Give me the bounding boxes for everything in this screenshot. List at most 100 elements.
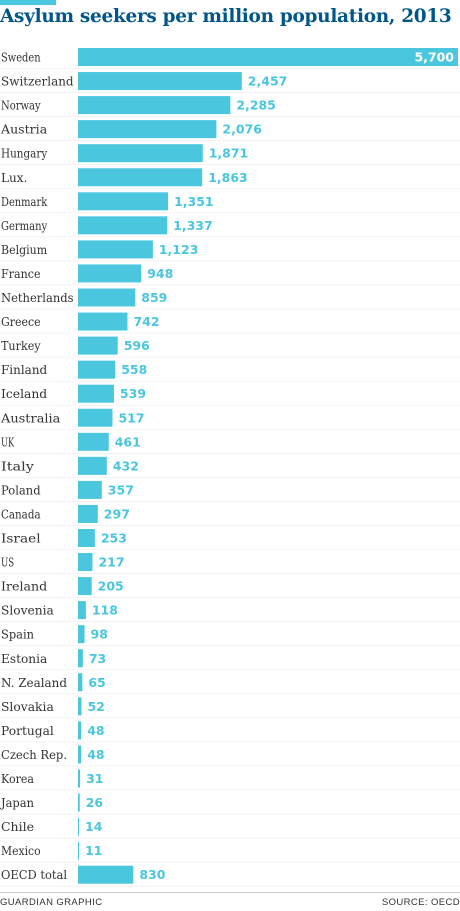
category-label: Hungary: [1, 146, 48, 161]
bar: [78, 360, 116, 379]
bar: [78, 625, 85, 644]
value-label: 1,123: [159, 242, 199, 257]
category-label: Australia: [0, 410, 61, 425]
category-label: OECD total: [1, 867, 67, 882]
value-label: 1,871: [209, 146, 249, 161]
bar: [78, 96, 231, 115]
category-label: Estonia: [1, 651, 48, 666]
chart-title: Asylum seekers per million population, 2…: [0, 6, 452, 27]
category-label: Israel: [1, 531, 41, 546]
category-label: Ireland: [1, 579, 47, 594]
footer-credit: GUARDIAN GRAPHIC: [0, 897, 103, 908]
category-label: Iceland: [1, 386, 47, 401]
bar: [78, 577, 92, 596]
category-label: Turkey: [1, 338, 41, 353]
bar: [78, 432, 109, 451]
value-label: 31: [86, 771, 103, 786]
bar: [78, 649, 83, 668]
category-label: Japan: [0, 795, 34, 810]
value-label: 253: [101, 531, 127, 546]
value-label: 558: [121, 362, 147, 377]
footer-divider: [0, 892, 460, 893]
value-label: 517: [118, 410, 144, 425]
category-label: N. Zealand: [1, 675, 67, 690]
category-label: Switzerland: [1, 74, 74, 89]
value-label: 742: [133, 314, 159, 329]
category-label: Belgium: [1, 242, 47, 257]
value-label: 1,351: [174, 194, 214, 209]
bar: [78, 697, 82, 716]
value-label: 1,337: [173, 218, 213, 233]
value-label: 65: [88, 675, 105, 690]
bar: [78, 48, 458, 66]
category-label: Germany: [1, 218, 48, 233]
category-label: Poland: [1, 482, 41, 497]
bar: [78, 673, 83, 692]
value-label: 5,700: [414, 50, 454, 65]
category-label: Finland: [1, 362, 47, 377]
category-label: Czech Rep.: [1, 747, 67, 762]
bar: [78, 769, 81, 788]
bar: [78, 793, 80, 812]
bar: [78, 336, 118, 355]
footer-source: SOURCE: OECD: [381, 897, 460, 908]
value-label: 2,457: [248, 74, 288, 89]
value-label: 26: [86, 795, 104, 810]
value-label: 357: [108, 482, 134, 497]
category-label: Norway: [1, 98, 41, 113]
category-label: Sweden: [1, 50, 41, 65]
value-label: 2,285: [236, 98, 276, 113]
category-label: Denmark: [1, 194, 48, 209]
value-label: 596: [124, 338, 150, 353]
category-label: Netherlands: [1, 290, 74, 305]
bar: [78, 144, 203, 163]
category-label: Mexico: [1, 843, 41, 858]
bar: [78, 312, 128, 331]
bar: [78, 72, 242, 91]
bar: [78, 865, 134, 884]
value-label: 118: [92, 603, 118, 618]
bar: [78, 384, 114, 403]
category-label: Chile: [1, 819, 34, 834]
value-label: 432: [113, 458, 139, 473]
category-label: Austria: [0, 122, 48, 137]
bar: [78, 721, 82, 740]
bar: [78, 168, 203, 187]
bar: [78, 601, 86, 620]
bar: [78, 504, 98, 523]
value-label: 461: [115, 434, 141, 449]
value-label: 539: [120, 386, 146, 401]
bar: [78, 456, 107, 475]
category-label: US: [1, 555, 14, 570]
bar: [78, 408, 113, 427]
value-label: 297: [104, 506, 130, 521]
category-label: Slovenia: [1, 603, 54, 618]
category-label: Korea: [1, 771, 34, 786]
value-label: 52: [87, 699, 104, 714]
category-label: France: [1, 266, 41, 281]
bar: [78, 841, 79, 860]
bar-chart: Sweden 5,700 Switzerland 2,457 Norway 2,285 Au…: [0, 48, 460, 887]
category-label: Greece: [1, 314, 41, 329]
category-label: Slovakia: [1, 699, 54, 714]
bar: [78, 529, 95, 547]
value-label: 11: [85, 843, 102, 858]
value-label: 830: [139, 867, 165, 882]
category-label: Canada: [1, 506, 41, 521]
value-label: 48: [87, 723, 104, 738]
value-label: 48: [87, 747, 104, 762]
value-label: 73: [89, 651, 106, 666]
value-label: 2,076: [222, 122, 262, 137]
category-label: Spain: [1, 627, 34, 642]
value-label: 859: [141, 290, 167, 305]
value-label: 1,863: [208, 170, 248, 185]
accent-bar: [0, 0, 56, 5]
value-label: 205: [98, 579, 124, 594]
category-label: Portugal: [1, 723, 54, 738]
bar: [78, 817, 79, 836]
bar: [78, 480, 102, 499]
bar: [78, 120, 217, 139]
value-label: 98: [91, 627, 108, 642]
bar: [78, 264, 142, 283]
value-label: 217: [98, 555, 124, 570]
